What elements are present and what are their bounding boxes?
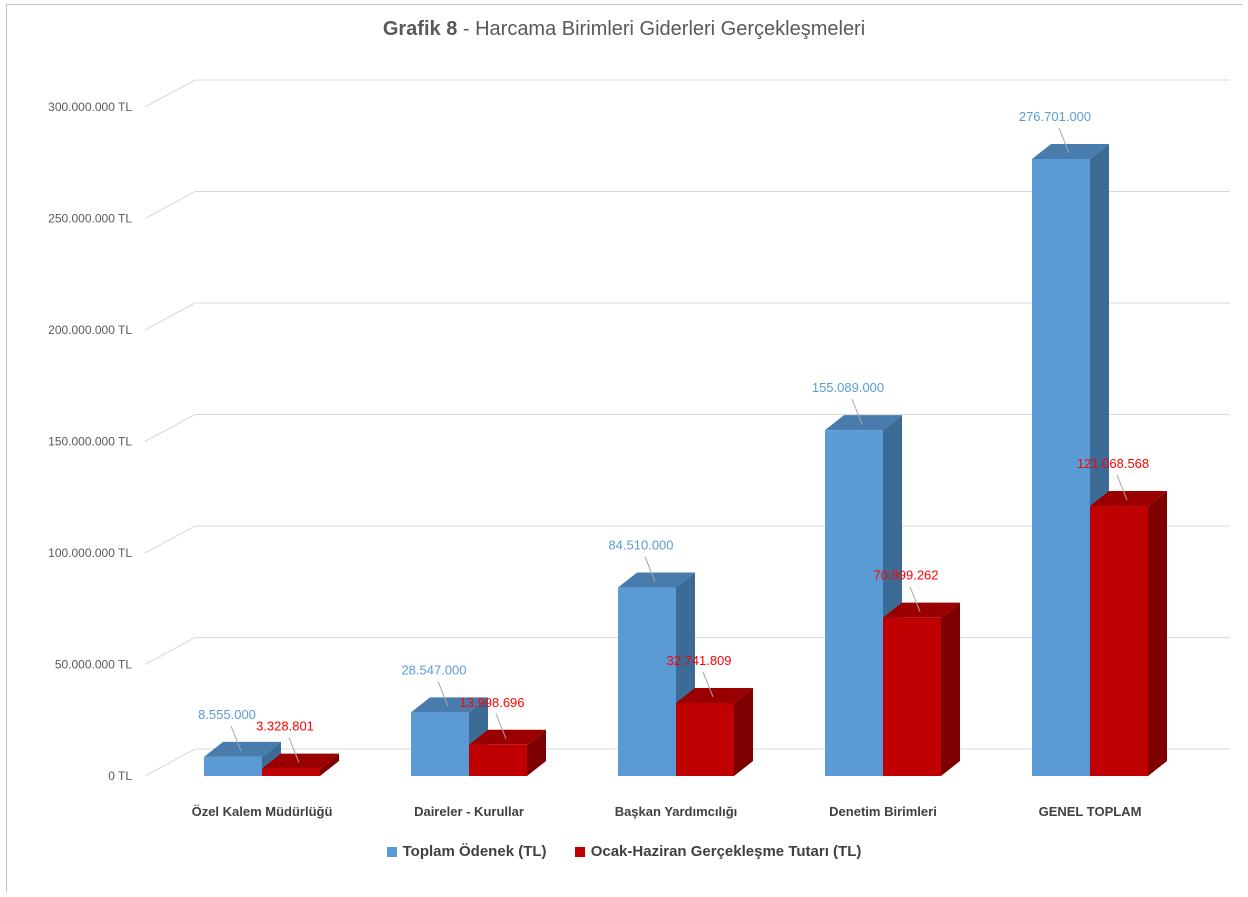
data-label: 84.510.000 — [608, 538, 673, 553]
legend-label: Toplam Ödenek (TL) — [403, 843, 547, 860]
y-tick-label: 250.000.000 TL — [48, 212, 132, 226]
y-tick-label: 150.000.000 TL — [48, 435, 132, 449]
bar-side — [1148, 491, 1167, 776]
legend-swatch-blue — [387, 847, 397, 857]
legend-item-toplam-odenek: Toplam Ödenek (TL) — [387, 843, 547, 860]
x-tick-label: GENEL TOPLAM — [1039, 804, 1142, 819]
y-tick-label: 300.000.000 TL — [48, 100, 132, 114]
x-tick-label: Özel Kalem Müdürlüğü — [192, 804, 333, 819]
y-tick-label: 0 TL — [108, 769, 132, 783]
bar — [883, 618, 941, 776]
x-tick-label: Daireler - Kurullar — [414, 804, 524, 819]
legend-label: Ocak-Haziran Gerçekleşme Tutarı (TL) — [591, 843, 862, 860]
bar-side — [734, 688, 753, 776]
bar — [204, 757, 262, 776]
y-tick-label: 200.000.000 TL — [48, 323, 132, 337]
bar — [676, 703, 734, 776]
legend-swatch-red — [575, 847, 585, 857]
bar — [411, 712, 469, 776]
data-label: 32.741.809 — [666, 653, 731, 668]
data-label: 121.068.568 — [1077, 456, 1149, 471]
bar — [262, 769, 320, 776]
data-label: 155.089.000 — [812, 380, 884, 395]
chart-legend: Toplam Ödenek (TL) Ocak-Haziran Gerçekle… — [0, 843, 1248, 861]
bar-side — [941, 603, 960, 776]
data-label: 3.328.801 — [256, 719, 314, 734]
data-label: 8.555.000 — [198, 707, 256, 722]
bar — [1090, 506, 1148, 776]
x-tick-label: Başkan Yardımcılığı — [615, 804, 738, 819]
bar — [825, 430, 883, 776]
data-label: 28.547.000 — [401, 662, 466, 677]
y-tick-label: 50.000.000 TL — [55, 658, 133, 672]
data-label: 70.999.262 — [873, 568, 938, 583]
bar — [469, 745, 527, 776]
bar — [618, 588, 676, 776]
legend-item-gerceklesme: Ocak-Haziran Gerçekleşme Tutarı (TL) — [575, 843, 862, 860]
gridline — [145, 80, 1230, 107]
data-label: 276.701.000 — [1019, 109, 1091, 124]
y-tick-label: 100.000.000 TL — [48, 546, 132, 560]
data-label: 13.998.696 — [459, 695, 524, 710]
x-tick-label: Denetim Birimleri — [829, 804, 937, 819]
